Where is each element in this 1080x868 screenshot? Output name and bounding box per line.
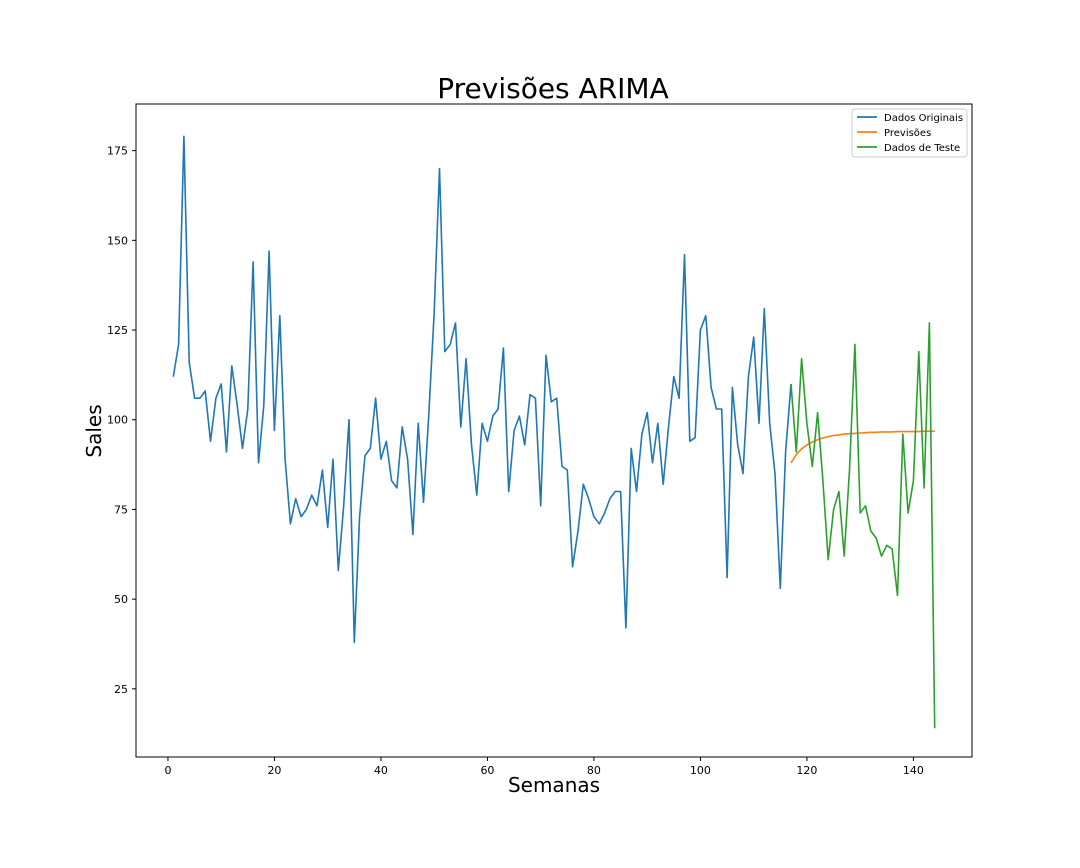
series-layer: [172, 135, 936, 729]
y-tick-label: 100: [107, 414, 128, 427]
x-axis-label: Semanas: [508, 773, 600, 797]
y-axis-label: Sales: [82, 404, 106, 457]
legend-box: [851, 108, 968, 158]
chart-title: Previsões ARIMA: [437, 72, 668, 105]
x-tick-label: 40: [374, 764, 388, 777]
y-axis: 25 50 75 100 125 150 175: [107, 145, 136, 696]
legend-label-dados-de-teste: Dados de Teste: [884, 143, 960, 154]
y-tick-label: 150: [107, 234, 128, 247]
x-tick-label: 140: [903, 764, 924, 777]
x-tick-label: 20: [267, 764, 281, 777]
y-tick-label: 75: [114, 503, 128, 516]
series-line-dados-de-teste: [790, 322, 936, 729]
legend-label-previsoes: Previsões: [884, 128, 931, 139]
x-tick-label: 80: [587, 764, 601, 777]
x-tick-label: 0: [164, 764, 171, 777]
x-tick-label: 120: [796, 764, 817, 777]
y-tick-label: 25: [114, 683, 128, 696]
legend-label-dados-originais: Dados Originais: [884, 113, 963, 124]
y-tick-label: 175: [107, 145, 128, 158]
x-tick-label: 100: [690, 764, 711, 777]
x-tick-label: 60: [480, 764, 494, 777]
y-tick-label: 50: [114, 593, 128, 606]
x-axis: 0 20 40 60 80 100 120 140: [164, 757, 924, 777]
series-line-dados-originais: [172, 135, 792, 644]
y-tick-label: 125: [107, 324, 128, 337]
legend: Dados Originais Previsões Dados de Teste: [851, 108, 968, 158]
plot-frame: [135, 103, 973, 758]
